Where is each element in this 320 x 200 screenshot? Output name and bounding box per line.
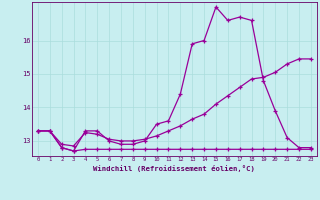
X-axis label: Windchill (Refroidissement éolien,°C): Windchill (Refroidissement éolien,°C) <box>93 165 255 172</box>
